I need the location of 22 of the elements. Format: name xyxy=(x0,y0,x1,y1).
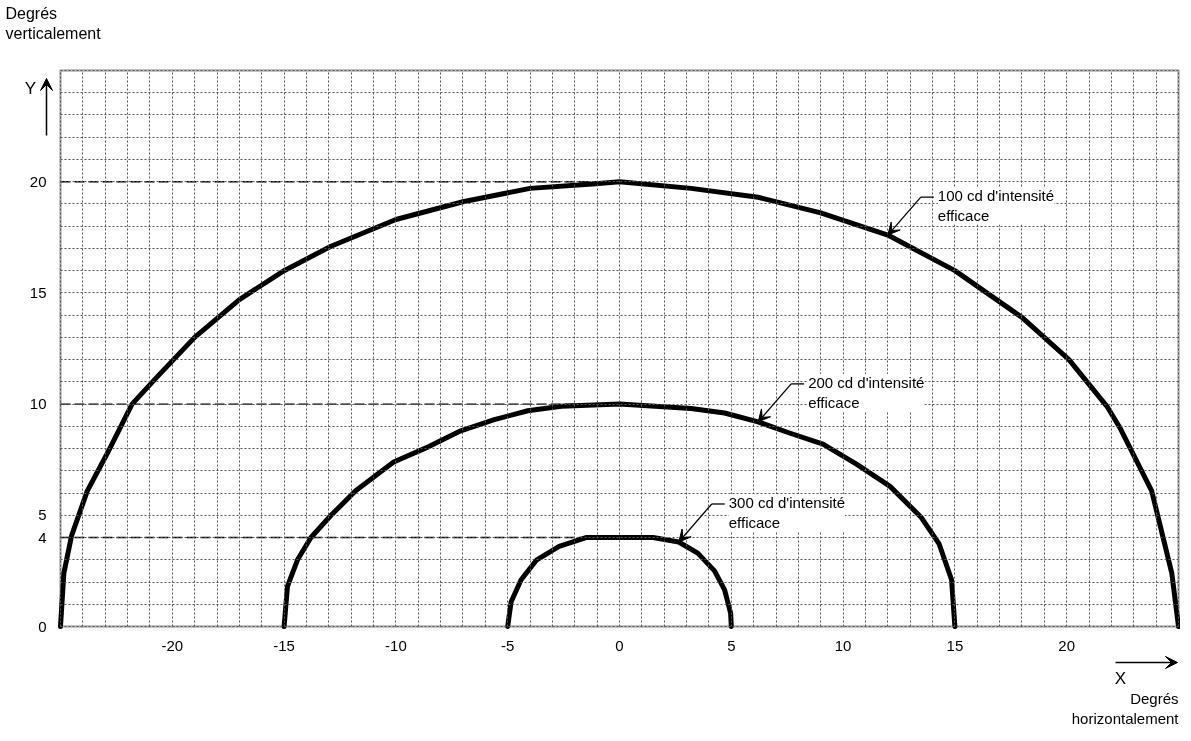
x-tick-label: -10 xyxy=(385,636,407,654)
annotation: 100 cd d'intensité efficace xyxy=(937,187,1055,225)
x-tick-label: 10 xyxy=(834,636,852,654)
y-tick-label: 4 xyxy=(38,528,47,546)
x-axis-title: Degrés horizontalement xyxy=(1071,689,1180,727)
annotation: 300 cd d'intensité efficace xyxy=(728,493,846,532)
x-tick-label: 15 xyxy=(946,636,964,654)
text: X xyxy=(1114,669,1127,688)
annotation: 200 cd d'intensité efficace xyxy=(808,373,925,412)
y-tick-label: 0 xyxy=(38,617,47,635)
y-tick-label: 20 xyxy=(29,172,47,190)
x-tick-label: 0 xyxy=(615,636,624,654)
x-tick-label: -20 xyxy=(161,636,184,654)
y-tick-label: 5 xyxy=(38,506,47,524)
y-tick-label: 10 xyxy=(29,395,47,413)
y-tick-label: 15 xyxy=(29,283,47,301)
x-tick-label: -5 xyxy=(501,636,515,654)
x-tick-label: 5 xyxy=(727,636,736,654)
x-tick-label: -15 xyxy=(273,636,295,654)
text: Y xyxy=(24,79,37,98)
x-tick-label: 20 xyxy=(1058,636,1076,654)
y-axis-title: Degrés verticalement xyxy=(5,4,102,42)
